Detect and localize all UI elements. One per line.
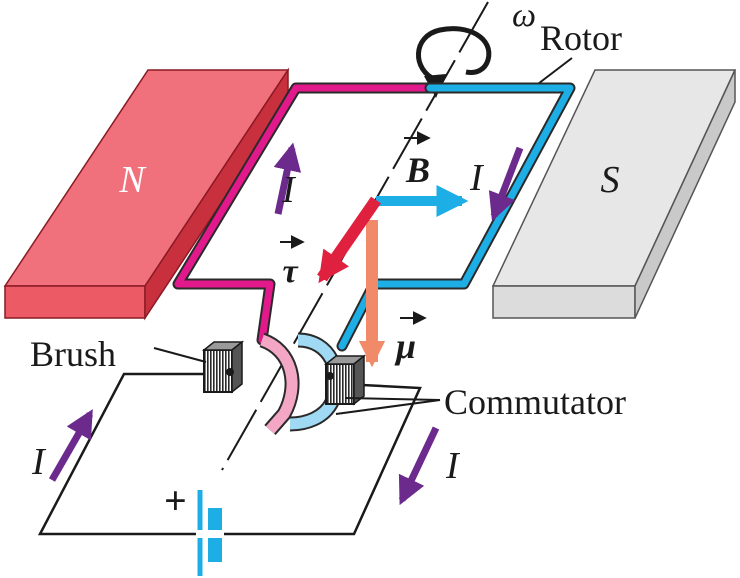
- current-arrow-right-circuit: [398, 426, 440, 506]
- north-label: N: [118, 159, 147, 201]
- moment-vector-label: μ: [394, 311, 427, 366]
- current-arrow-left-coil: [273, 142, 302, 215]
- right-brush: [323, 354, 367, 406]
- north-magnet: N: [3, 67, 290, 321]
- south-magnet-front: [492, 285, 636, 319]
- north-magnet-front: [4, 285, 146, 319]
- svg-text:B: B: [405, 150, 430, 190]
- commutator-label: Commutator: [444, 382, 626, 422]
- current-arrow-left-circuit: [48, 409, 94, 482]
- commutator-leader-line-1: [335, 399, 441, 415]
- omega-label: ω: [512, 0, 536, 34]
- rotor-label: Rotor: [540, 18, 622, 58]
- svg-text:τ: τ: [282, 253, 298, 290]
- torque-vector-label: τ: [280, 235, 305, 290]
- field-vector-label: B: [404, 131, 431, 190]
- circuit-wire: [37, 372, 422, 536]
- south-magnet: S: [491, 69, 737, 319]
- battery: [196, 490, 224, 576]
- svg-text:μ: μ: [394, 326, 416, 366]
- south-magnet-side: [634, 69, 736, 319]
- brush-label: Brush: [30, 334, 116, 374]
- commutator-leader-line-2: [345, 397, 441, 401]
- current-label-left-circuit: I: [31, 441, 47, 483]
- left-brush: [201, 340, 245, 394]
- current-arrow-right-coil: [488, 146, 524, 222]
- brush-leader-line: [153, 347, 207, 363]
- current-label-right-circuit: I: [445, 445, 461, 487]
- torque-vector-arrow: [317, 196, 381, 284]
- battery-plus-label: +: [164, 478, 187, 523]
- current-label-left-coil: I: [281, 169, 297, 211]
- current-label-right-coil: I: [469, 157, 485, 199]
- south-label: S: [601, 159, 620, 201]
